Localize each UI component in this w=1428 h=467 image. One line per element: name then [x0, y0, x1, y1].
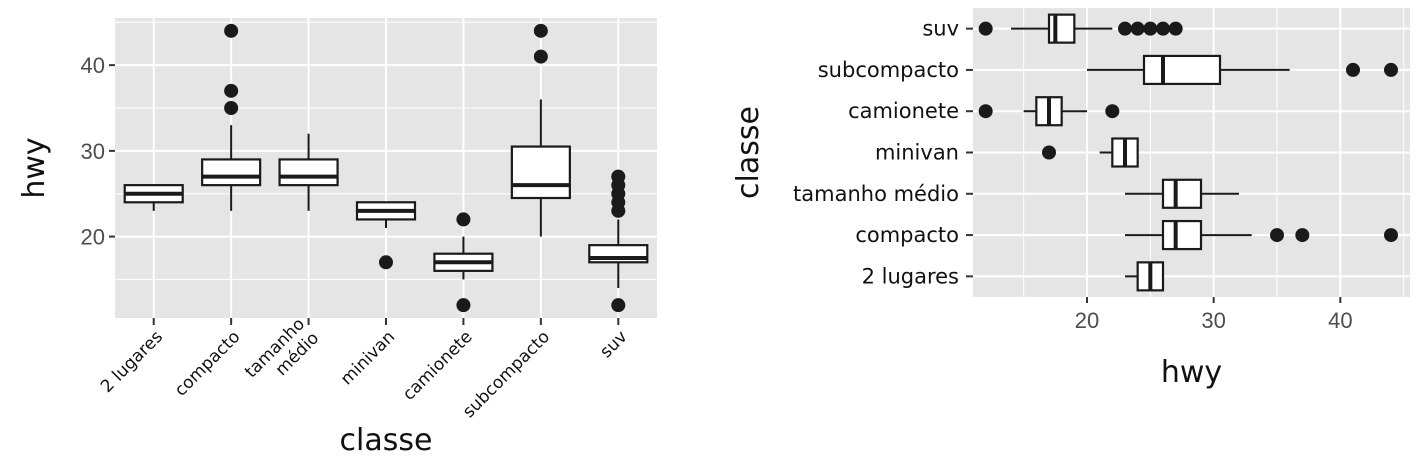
left-outlier-point: [611, 169, 626, 184]
left-outlier-point: [611, 298, 626, 313]
right-boxes: [978, 13, 1398, 292]
right-outlier-point: [1143, 21, 1158, 36]
right-x-axis-title: hwy: [1161, 355, 1222, 390]
right-outlier-point: [1105, 104, 1120, 119]
right-outlier-point: [1042, 145, 1056, 160]
right-y-tick-label: camionete: [848, 99, 959, 123]
right-outlier-point: [1156, 21, 1170, 36]
right-y-tick-label: subcompacto: [818, 58, 959, 82]
left-box-compacto: [201, 23, 262, 211]
right-outlier-point: [978, 104, 993, 119]
left-x-tick-label: tamanhomédio: [241, 314, 323, 396]
right-box-camionete: [978, 96, 1120, 127]
left-x-tick-label-line: camionete: [399, 327, 477, 405]
left-x-axis-title: classe: [340, 423, 433, 458]
left-x-tick-label-line: suv: [596, 327, 631, 362]
right-box-suv: [978, 13, 1183, 44]
left-outlier-point: [224, 23, 239, 38]
left-y-axis-title: hwy: [17, 137, 52, 198]
left-boxes: [123, 23, 649, 313]
right-outlier-point: [1384, 62, 1398, 77]
left-y-tick-label: 40: [81, 53, 105, 78]
left-x-tick-label-line: compacto: [171, 327, 244, 400]
right-y-axis-title: classe: [731, 106, 766, 199]
left-y-tick-label: 30: [81, 139, 105, 164]
right-outlier-point: [1346, 62, 1360, 77]
left-box-minivan: [355, 201, 417, 270]
right-outlier-point: [1130, 21, 1145, 36]
right-y-tick-label: tamanho médio: [793, 182, 959, 206]
right-box-tamanho-médio: [1125, 178, 1239, 209]
left-outlier-point: [379, 255, 393, 270]
right-outlier-point: [1118, 21, 1132, 36]
right-outlier-point: [1384, 228, 1398, 243]
left-box-iqr: [278, 158, 339, 187]
left-x-tick-label: compacto: [171, 327, 244, 400]
right-x-tick-label: 20: [1075, 308, 1099, 333]
left-box-2-lugares: [123, 184, 184, 211]
left-box-iqr: [201, 158, 262, 187]
right-box-iqr: [1161, 219, 1203, 251]
right-axes: 20 30 40 2 lugares compacto tamanho médio mini…: [793, 17, 1353, 333]
left-x-tick-label: suv: [596, 327, 631, 362]
right-x-tick-label: 40: [1328, 308, 1352, 333]
right-y-tick-label: 2 lugares: [862, 264, 959, 288]
left-box-camionete: [433, 212, 494, 313]
right-y-tick-label: minivan: [875, 141, 959, 165]
right-box-compacto: [1125, 219, 1398, 251]
left-box-iqr: [510, 145, 571, 200]
left-outlier-point: [456, 212, 471, 227]
right-boxplot-chart: 20 30 40 2 lugares compacto tamanho médio mini…: [731, 8, 1410, 390]
right-outlier-point: [1295, 228, 1310, 243]
left-x-tick-label: minivan: [337, 327, 399, 389]
right-box-2-lugares: [1125, 261, 1165, 292]
right-outlier-point: [1168, 21, 1183, 36]
right-box-iqr: [1161, 178, 1203, 209]
left-outlier-point: [456, 298, 471, 313]
right-box-minivan: [1042, 137, 1139, 168]
left-box-tamanho-médio: [278, 133, 339, 211]
left-box-subcompacto: [510, 23, 571, 237]
right-x-tick-label: 30: [1201, 308, 1225, 333]
right-y-tick-label: compacto: [855, 223, 959, 247]
right-y-tick-label: suv: [922, 17, 959, 41]
left-x-tick-label: camionete: [399, 327, 477, 405]
left-x-tick-label-line: minivan: [337, 327, 399, 389]
right-box-iqr: [1047, 13, 1076, 44]
left-outlier-point: [224, 83, 239, 98]
right-outlier-point: [1270, 228, 1284, 243]
left-y-tick-label: 20: [81, 225, 105, 250]
right-box-iqr: [1142, 54, 1222, 86]
left-outlier-point: [224, 101, 239, 115]
right-box-subcompacto: [1087, 54, 1398, 86]
left-box-suv: [588, 169, 649, 313]
right-outlier-point: [978, 21, 993, 36]
left-outlier-point: [533, 23, 548, 38]
left-outlier-point: [533, 49, 548, 64]
left-x-tick-label: 2 lugares: [97, 327, 167, 397]
left-x-tick-label-line: 2 lugares: [97, 327, 167, 397]
